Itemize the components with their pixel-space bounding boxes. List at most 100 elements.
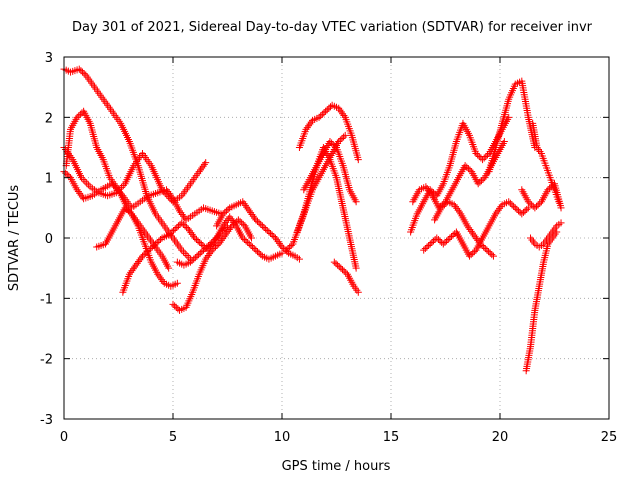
- data-point: [335, 137, 343, 145]
- data-point: [255, 249, 263, 257]
- data-point: [278, 249, 286, 257]
- data-point: [142, 249, 150, 257]
- data-point: [181, 222, 189, 230]
- data-point: [62, 169, 70, 177]
- data-point: [203, 243, 211, 251]
- x-tick-label: 10: [274, 430, 291, 445]
- data-point: [322, 107, 330, 115]
- data-point: [190, 255, 198, 263]
- data-point: [481, 245, 489, 253]
- data-point: [282, 246, 290, 254]
- data-point: [335, 263, 343, 271]
- data-point: [441, 239, 449, 247]
- data-point: [433, 234, 441, 242]
- data-point: [164, 188, 172, 196]
- data-point: [123, 205, 131, 213]
- data-point: [228, 217, 236, 225]
- data-point: [338, 134, 346, 142]
- data-point: [470, 231, 478, 239]
- data-point: [208, 239, 216, 247]
- data-point: [331, 142, 339, 150]
- data-point: [240, 236, 248, 244]
- data-point: [352, 264, 360, 272]
- data-point: [124, 207, 132, 215]
- data-point: [121, 204, 129, 212]
- data-point: [253, 248, 261, 256]
- data-point: [329, 140, 337, 148]
- data-point: [323, 106, 331, 114]
- data-point: [466, 226, 474, 234]
- data-point: [472, 150, 480, 158]
- y-tick-label: -2: [40, 353, 53, 368]
- data-point: [226, 213, 234, 221]
- data-point: [467, 251, 475, 259]
- data-point: [132, 261, 140, 269]
- series-s8: [173, 213, 286, 269]
- data-point: [171, 302, 179, 310]
- data-point: [340, 133, 348, 141]
- data-point: [510, 202, 518, 210]
- data-point: [143, 248, 151, 256]
- series-s23: [527, 219, 565, 251]
- data-point: [476, 240, 484, 248]
- data-point: [265, 228, 273, 236]
- axis-ticks: [63, 56, 610, 420]
- data-point: [444, 236, 452, 244]
- data-point: [220, 220, 228, 228]
- data-point: [465, 252, 473, 260]
- data-point: [557, 204, 565, 212]
- data-point: [480, 154, 488, 162]
- data-point: [129, 265, 137, 273]
- data-point: [475, 238, 483, 246]
- data-point: [354, 288, 362, 296]
- data-point: [474, 151, 482, 159]
- data-point: [287, 242, 295, 250]
- data-point: [469, 249, 477, 257]
- data-point: [247, 234, 255, 242]
- data-point: [75, 65, 83, 73]
- data-point: [325, 104, 333, 112]
- data-point: [486, 249, 494, 257]
- data-point: [526, 199, 534, 207]
- data-point: [251, 214, 259, 222]
- data-point: [111, 183, 119, 191]
- data-point: [156, 274, 164, 282]
- data-point: [73, 186, 81, 194]
- data-point: [442, 199, 450, 207]
- data-point: [524, 198, 532, 206]
- data-point: [125, 270, 133, 278]
- data-point: [475, 153, 483, 161]
- data-point: [340, 267, 348, 275]
- data-point: [330, 258, 338, 266]
- y-tick-label: 2: [45, 111, 53, 126]
- data-point: [268, 231, 276, 239]
- data-point: [155, 237, 163, 245]
- data-point: [162, 186, 170, 194]
- data-point: [533, 202, 541, 210]
- data-point: [178, 246, 186, 254]
- data-point: [165, 231, 173, 239]
- data-point: [231, 220, 239, 228]
- data-point: [198, 248, 206, 256]
- data-point: [165, 264, 173, 272]
- data-point: [156, 236, 164, 244]
- data-point: [426, 240, 434, 248]
- data-point: [469, 229, 477, 237]
- data-point: [494, 206, 502, 214]
- data-point: [470, 248, 478, 256]
- data-point: [238, 219, 246, 227]
- data-point: [202, 159, 210, 167]
- x-tick-label: 0: [60, 430, 68, 445]
- data-point: [295, 255, 303, 263]
- data-point: [423, 185, 431, 193]
- data-point: [440, 201, 448, 209]
- data-point: [465, 224, 473, 232]
- data-point: [255, 219, 263, 227]
- data-point: [461, 162, 469, 170]
- data-point: [492, 210, 500, 218]
- data-point: [195, 251, 203, 259]
- data-point: [179, 212, 187, 220]
- data-point: [306, 120, 314, 128]
- data-point: [222, 218, 230, 226]
